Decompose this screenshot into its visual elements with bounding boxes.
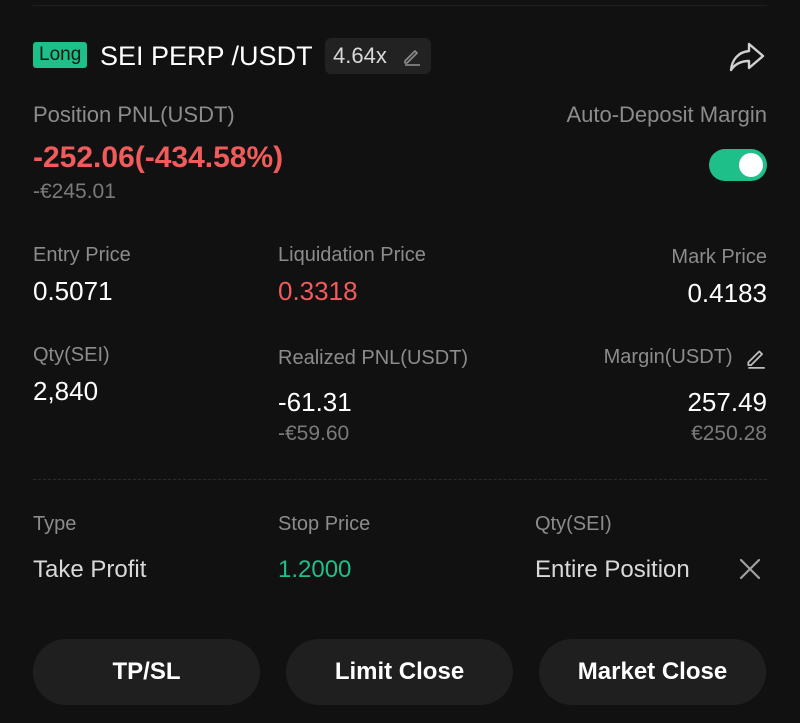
top-divider: [33, 5, 767, 6]
share-icon[interactable]: [727, 36, 767, 76]
market-close-button[interactable]: Market Close: [539, 639, 766, 705]
entry-price-value: 0.5071: [33, 276, 113, 306]
margin-label: Margin(USDT): [603, 346, 733, 368]
pnl-fiat: -€245.01: [33, 180, 116, 203]
qty-value: 2,840: [33, 376, 99, 406]
margin-fiat: €250.28: [691, 422, 767, 445]
close-icon[interactable]: [738, 557, 762, 581]
leverage-chip[interactable]: 4.64x: [325, 38, 431, 74]
auto-deposit-toggle[interactable]: [709, 149, 767, 181]
order-qty-value: Entire Position: [535, 556, 690, 583]
leverage-value: 4.64x: [333, 43, 387, 68]
entry-price-label: Entry Price: [33, 244, 131, 266]
pair-title[interactable]: SEI PERP /USDT: [100, 41, 313, 71]
stop-price-value: 1.2000: [278, 556, 352, 583]
pnl-value: -252.06(-434.58%): [33, 141, 284, 174]
auto-deposit-label: Auto-Deposit Margin: [566, 102, 767, 127]
liquidation-price-value: 0.3318: [278, 276, 358, 306]
mark-price-label: Mark Price: [671, 246, 767, 268]
edit-icon: [747, 350, 765, 369]
order-qty-label: Qty(SEI): [535, 513, 612, 535]
liquidation-price-label: Liquidation Price: [278, 244, 426, 266]
qty-label: Qty(SEI): [33, 344, 110, 366]
edit-icon: [404, 50, 420, 66]
margin-value: 257.49: [687, 387, 767, 417]
order-type-label: Type: [33, 513, 77, 535]
margin-label-group[interactable]: Margin(USDT): [604, 346, 767, 372]
side-badge: Long: [33, 42, 88, 68]
tpsl-button[interactable]: TP/SL: [33, 639, 260, 705]
stop-price-label: Stop Price: [278, 513, 371, 535]
pnl-label: Position PNL(USDT): [33, 102, 235, 127]
realized-pnl-label: Realized PNL(USDT): [278, 347, 469, 369]
order-type-value: Take Profit: [33, 556, 147, 583]
toggle-knob: [739, 153, 763, 177]
section-divider: [33, 479, 767, 480]
position-header: Long SEI PERP /USDT 4.64x: [33, 38, 767, 74]
limit-close-button[interactable]: Limit Close: [286, 639, 513, 705]
realized-pnl-value: -61.31: [278, 387, 352, 417]
mark-price-value: 0.4183: [687, 278, 767, 308]
realized-pnl-fiat: -€59.60: [278, 422, 350, 445]
